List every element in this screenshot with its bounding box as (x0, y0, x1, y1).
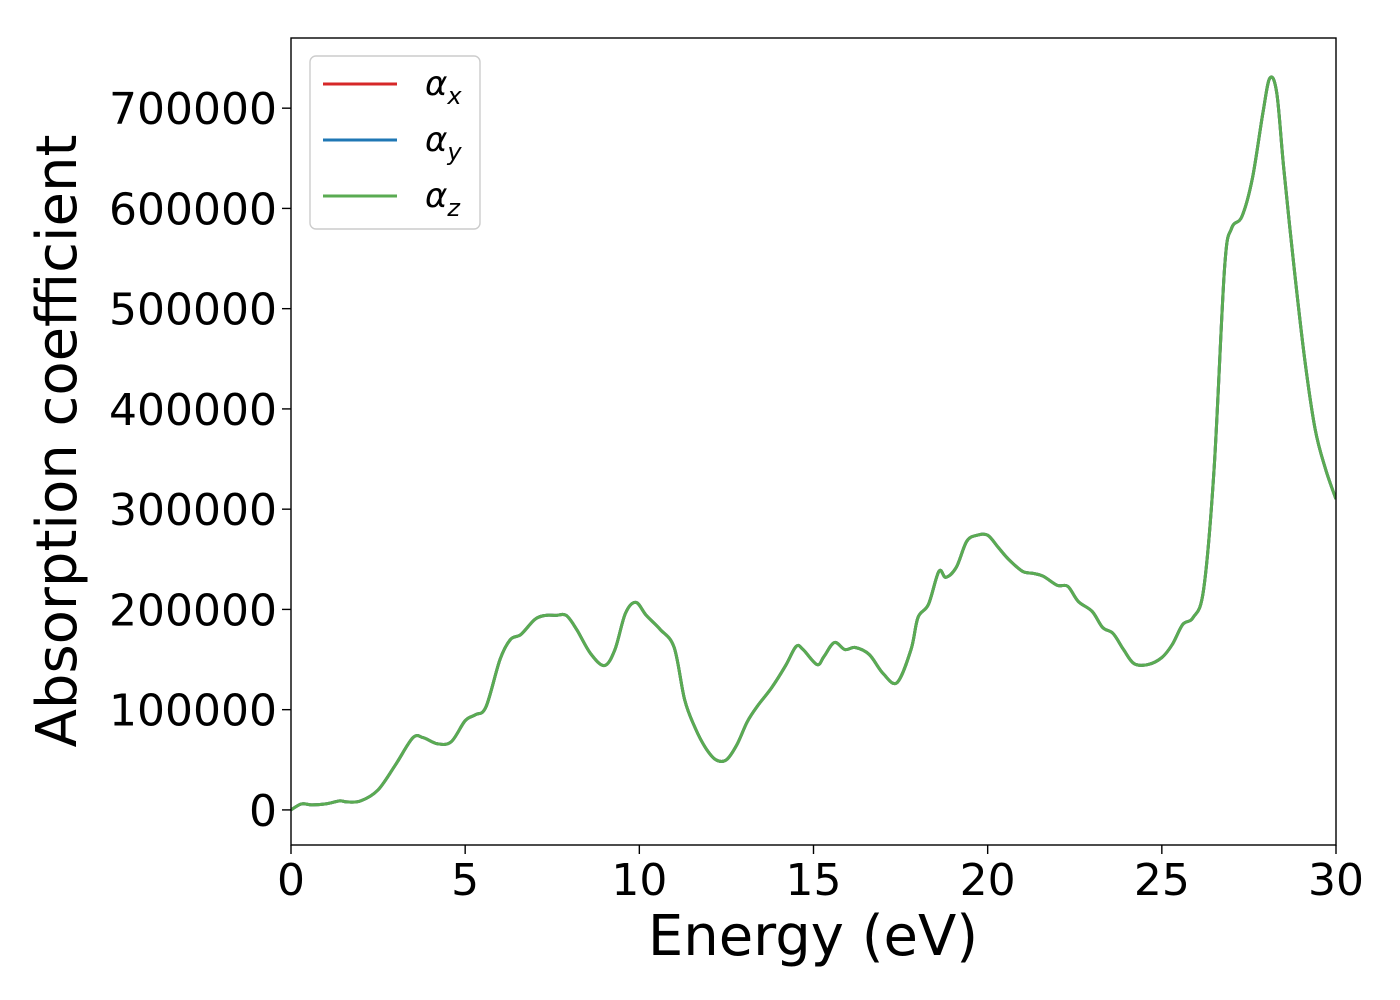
y-tick-label: 300000 (109, 485, 277, 536)
y-axis: 0 100000 200000 300000 400000 500000 600000 700… (109, 84, 291, 837)
y-tick-label: 600000 (109, 184, 277, 235)
x-tick-label: 30 (1308, 855, 1364, 906)
x-tick-label: 25 (1134, 855, 1190, 906)
x-tick-label: 0 (277, 855, 305, 906)
x-tick-label: 10 (611, 855, 667, 906)
y-axis-label: Absorption coefficient (25, 135, 90, 748)
legend-label: αz (425, 176, 461, 222)
x-tick-label: 15 (786, 855, 842, 906)
x-axis-label: Energy (eV) (648, 904, 978, 969)
y-tick-label: 200000 (109, 585, 277, 636)
y-tick-label: 100000 (109, 686, 277, 737)
y-tick-label: 500000 (109, 285, 277, 336)
legend-label: αy (425, 120, 462, 166)
series-line-alpha-z (291, 75, 1336, 812)
y-tick-label: 0 (249, 786, 277, 837)
x-axis: 0 5 10 15 20 25 30 (277, 845, 1364, 906)
legend-box (309, 55, 481, 230)
legend: αx αy αz (309, 55, 481, 230)
x-tick-label: 20 (960, 855, 1016, 906)
y-tick-label: 700000 (109, 84, 277, 135)
y-tick-label: 400000 (109, 385, 277, 436)
legend-label: αx (425, 64, 462, 110)
x-tick-label: 5 (451, 855, 479, 906)
series-layer (291, 75, 1336, 812)
